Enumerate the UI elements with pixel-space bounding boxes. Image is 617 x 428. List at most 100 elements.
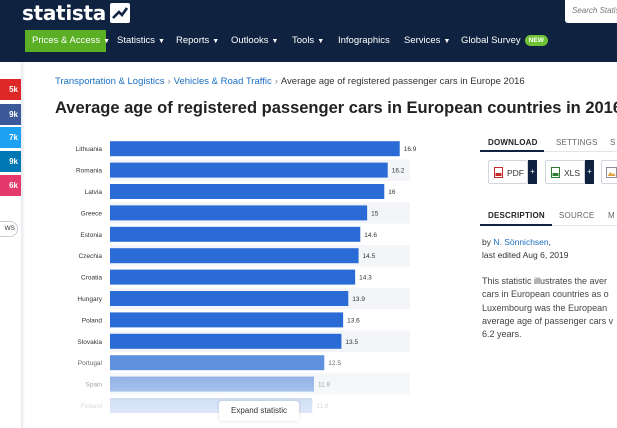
xls-options-button[interactable]: + xyxy=(585,160,594,184)
share-count: 5k xyxy=(9,85,18,94)
nav-global-survey[interactable]: Global Survey NEW xyxy=(461,30,548,52)
xls-label: XLS xyxy=(564,168,581,178)
chart-data-label: 16 xyxy=(388,189,396,196)
chart-data-label: 11.8 xyxy=(316,403,329,410)
chart-bar xyxy=(110,205,368,221)
chart-category-label: Poland xyxy=(82,317,103,324)
breadcrumb-separator: › xyxy=(167,76,171,87)
nav-label: Prices & Access xyxy=(32,35,101,46)
nav-label: Outlooks xyxy=(231,35,269,46)
share-button-facebook[interactable]: 9k xyxy=(0,104,21,125)
caret-down-icon: ▼ xyxy=(158,38,165,45)
chart-data-label: 11.9 xyxy=(318,382,331,389)
author-link[interactable]: N. Sönnichsen xyxy=(493,237,549,247)
active-tab-underline xyxy=(480,224,552,226)
tab-more-info[interactable]: M xyxy=(608,211,615,220)
chart-category-label: Finland xyxy=(81,403,103,410)
new-badge: NEW xyxy=(524,35,548,46)
logo-wordmark: statista xyxy=(22,1,106,25)
download-pdf-button[interactable]: PDF xyxy=(488,160,528,184)
share-count: 6k xyxy=(9,181,18,190)
nav-prices-access[interactable]: Prices & Access ▼ xyxy=(25,30,110,52)
chart-data-label: 14.5 xyxy=(363,253,376,260)
share-button-pinterest[interactable]: 5k xyxy=(0,79,21,100)
tab-download[interactable]: DOWNLOAD xyxy=(488,138,538,147)
search-input[interactable]: Search Statista xyxy=(565,0,617,23)
chart-bar xyxy=(110,291,349,306)
breadcrumb: Transportation & Logistics › Vehicles & Ro… xyxy=(55,76,525,87)
description-line: average age of passenger cars v xyxy=(482,315,614,326)
nav-services[interactable]: Services ▼ xyxy=(404,30,450,52)
nav-outlooks[interactable]: Outlooks ▼ xyxy=(231,30,278,52)
page-title: Average age of registered passenger cars… xyxy=(55,99,617,117)
chart-data-label: 16.2 xyxy=(392,168,405,175)
description-line: Luxembourg was the European xyxy=(482,302,608,313)
search-placeholder: Search Statista xyxy=(572,6,617,15)
nav-label: Tools xyxy=(292,35,315,46)
caret-down-icon: ▼ xyxy=(103,38,111,45)
share-count: 9k xyxy=(9,157,18,166)
author-suffix: , xyxy=(548,237,552,247)
nav-label: Statistics xyxy=(117,35,156,46)
author-prefix: by xyxy=(482,237,494,247)
tab-divider xyxy=(480,151,617,152)
chart-data-label: 13.9 xyxy=(352,296,365,303)
nav-reports[interactable]: Reports ▼ xyxy=(176,30,219,52)
nav-infographics[interactable]: Infographics xyxy=(338,30,390,52)
chart-category-label: Spain xyxy=(85,382,102,389)
last-edited: last edited Aug 6, 2019 xyxy=(482,250,569,260)
chart-bar xyxy=(110,376,314,392)
nav-label: Services xyxy=(404,35,441,46)
caret-down-icon: ▼ xyxy=(443,38,451,45)
caret-down-icon: ▼ xyxy=(212,38,220,45)
expand-statistic-button[interactable]: Expand statistic xyxy=(219,401,299,421)
tab-description[interactable]: DESCRIPTION xyxy=(488,211,545,220)
chart-category-label: Slovakia xyxy=(77,339,102,346)
share-button-linkedin[interactable]: 9k xyxy=(0,151,21,172)
tab-settings[interactable]: SETTINGS xyxy=(556,138,598,147)
chart-bar xyxy=(110,248,359,264)
chart-bar xyxy=(110,269,356,285)
plus-icon: + xyxy=(530,167,535,176)
chart-category-label: Romania xyxy=(76,168,102,175)
nav-label: Infographics xyxy=(338,35,390,46)
pdf-icon xyxy=(494,167,503,178)
chart-data-label: 13.5 xyxy=(345,339,358,346)
chart-category-label: Hungary xyxy=(77,296,102,303)
active-tab-underline xyxy=(480,150,544,152)
chart-data-label: 16.9 xyxy=(404,146,417,153)
share-button-twitter[interactable]: 7k xyxy=(0,127,21,148)
caret-down-icon: ▼ xyxy=(317,38,325,45)
breadcrumb-current: Average age of registered passenger cars… xyxy=(280,76,525,87)
breadcrumb-link[interactable]: Transportation & Logistics xyxy=(55,76,165,87)
chart-category-label: Lithuania xyxy=(76,146,103,153)
chart-data-label: 14.3 xyxy=(359,275,372,282)
tab-share[interactable]: S xyxy=(610,138,616,147)
news-pill[interactable]: WS xyxy=(0,221,18,237)
author-line: by N. Sönnichsen, xyxy=(482,237,551,247)
chart-data-label: 14.6 xyxy=(364,232,377,239)
nav-tools[interactable]: Tools ▼ xyxy=(292,30,324,52)
description-line: 6.2 years. xyxy=(482,329,522,340)
pdf-options-button[interactable]: + xyxy=(528,160,537,184)
logo-mark-icon xyxy=(109,3,130,23)
statista-logo[interactable]: statista xyxy=(22,1,130,25)
nav-statistics[interactable]: Statistics ▼ xyxy=(117,30,165,52)
download-xls-button[interactable]: XLS xyxy=(545,160,585,184)
breadcrumb-link[interactable]: Vehicles & Road Traffic xyxy=(173,76,272,87)
share-button-other[interactable]: 6k xyxy=(0,175,21,196)
download-image-button[interactable] xyxy=(601,160,617,184)
nav-label: Global Survey xyxy=(461,35,521,46)
description-line: cars in European countries as o xyxy=(482,289,609,300)
chart-bar xyxy=(110,162,388,178)
chart-category-label: Czechia xyxy=(79,253,103,260)
chart-data-label: 12.5 xyxy=(328,360,341,367)
chart-category-label: Latvia xyxy=(85,189,103,196)
breadcrumb-separator: › xyxy=(274,76,278,87)
chart-data-label: 15 xyxy=(371,210,379,217)
share-count: 9k xyxy=(9,110,18,119)
chart-category-label: Greece xyxy=(81,210,103,217)
tab-source[interactable]: SOURCE xyxy=(559,211,595,220)
caret-down-icon: ▼ xyxy=(271,38,279,45)
pdf-label: PDF xyxy=(507,168,524,178)
